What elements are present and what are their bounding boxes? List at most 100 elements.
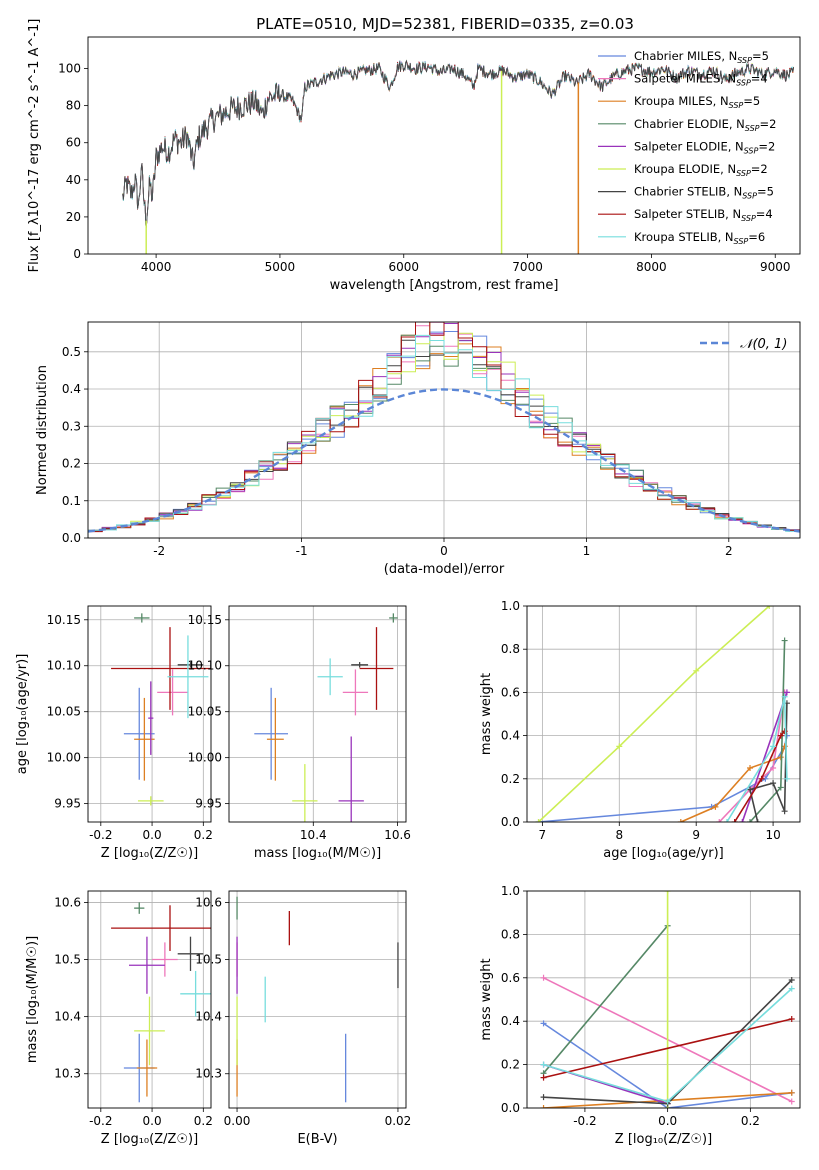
weight-marker (540, 1094, 547, 1101)
y-tick-label: 40 (66, 173, 81, 187)
plot-area (111, 613, 211, 806)
y-tick-label: 10.6 (195, 895, 222, 909)
y-tick-label: 0 (73, 247, 81, 261)
x-axis-label: Z [log₁₀(Z/Z☉)] (101, 1132, 198, 1147)
weight-line-1 (718, 692, 786, 822)
axes-frame (228, 890, 407, 1109)
errorbar-point-7 (359, 627, 394, 710)
y-tick-label: 0.5 (62, 345, 81, 359)
x-tick-label: 6000 (388, 260, 419, 274)
y-tick-label: 0.2 (62, 457, 81, 471)
weight-marker (540, 1020, 547, 1027)
axes-frame (87, 890, 212, 1109)
y-tick-label: 0.8 (501, 642, 520, 656)
y-tick-label: 0.6 (501, 685, 520, 699)
y-tick-label: 80 (66, 99, 81, 113)
weight-marker (783, 689, 790, 696)
axes-frame (87, 36, 801, 255)
x-tick-label: 10 (765, 828, 780, 842)
weight-marker (747, 819, 754, 822)
axes-frame (87, 605, 212, 823)
weight-line-5 (537, 606, 770, 822)
y-tick-label: 0.6 (501, 971, 520, 985)
weight-line-7 (543, 1018, 792, 1079)
plot-area (111, 902, 211, 1103)
weight-marker (770, 780, 777, 787)
errorbar-point-3 (134, 902, 145, 914)
x-tick-label: 1 (583, 544, 591, 558)
x-tick-label: -0.2 (573, 1114, 596, 1128)
weight-marker (616, 743, 623, 750)
y-tick-label: 20 (66, 210, 81, 224)
y-tick-label: 10.4 (54, 1010, 81, 1024)
x-tick-label: 0.0 (658, 1114, 677, 1128)
x-tick-label: 8000 (636, 260, 667, 274)
axes-spectrum: 4000 5000 6000 7000 8000 9000 0 20 40 60 80 100 wave… (27, 19, 801, 293)
x-tick-label: -0.2 (89, 828, 112, 842)
axes-weight_vs_Z: -0.2 0.0 0.2 0.0 0.2 0.4 0.6 0.8 1.0 Z [log₁₀(Z/Z… (479, 884, 801, 1147)
errorbar-point-6 (177, 936, 204, 971)
y-tick-label: 10.00 (188, 751, 222, 765)
y-tick-label: 0.1 (62, 494, 81, 508)
legend-label: Salpeter STELIB, NSSP=4 (634, 207, 773, 223)
legend-label: Chabrier ELODIE, NSSP=2 (634, 117, 776, 133)
weight-marker (788, 976, 795, 983)
y-axis-label: mass weight (479, 958, 494, 1040)
weight-marker (731, 819, 738, 822)
errorbar-point-2 (136, 1039, 158, 1097)
y-tick-label: 9.95 (54, 797, 81, 811)
errorbar-point-7 (111, 627, 211, 710)
plot-area (254, 613, 398, 822)
grid (229, 606, 406, 822)
errorbar-point-4 (338, 736, 364, 822)
x-tick-label: 7 (539, 828, 547, 842)
weight-marker (723, 819, 730, 822)
y-tick-label: 10.10 (188, 659, 222, 673)
errorbar-point-1 (342, 669, 369, 716)
y-axis-label: mass weight (479, 673, 494, 755)
axes-mass_vs_Z: -0.2 0.0 0.2 10.3 10.4 10.5 10.6 Z [log₁₀(Z/Z☉)… (25, 890, 213, 1147)
x-axis-label: Z [log₁₀(Z/Z☉)] (615, 1132, 712, 1147)
y-tick-label: 10.15 (47, 613, 81, 627)
y-tick-label: 0.0 (501, 815, 520, 829)
weight-line-7 (733, 730, 786, 822)
x-tick-label: 0.02 (385, 1114, 412, 1128)
errorbar-point-0 (123, 687, 155, 780)
grid (527, 890, 800, 1109)
axes-age_vs_mass: 10.4 10.6 9.95 10.00 10.05 10.10 10.15 mass [lo… (188, 605, 411, 861)
x-tick-label: 9 (692, 828, 700, 842)
errorbar-point-8 (180, 970, 211, 1017)
weight-marker (747, 765, 754, 771)
legend-label: Chabrier STELIB, NSSP=5 (634, 185, 774, 201)
y-tick-label: 0.4 (62, 382, 81, 396)
errorbar-point-7 (111, 905, 211, 951)
errorbar-point-4 (129, 936, 165, 994)
weight-marker (540, 1105, 547, 1108)
grid (88, 606, 211, 822)
x-axis-label: age [log₁₀(age/yr)] (603, 846, 724, 861)
errorbar-point-1 (152, 942, 178, 977)
y-axis-label: Normed distribution (35, 365, 50, 495)
hist-series-8 (88, 334, 800, 538)
weight-marker (781, 637, 788, 644)
y-axis-label: age [log₁₀(age/yr)] (15, 654, 30, 775)
y-tick-label: 9.95 (195, 797, 222, 811)
weight-marker (788, 1016, 795, 1023)
axes-age_vs_Z: -0.2 0.0 0.2 9.95 10.00 10.05 10.10 10.15 Z [log… (15, 605, 213, 861)
weight-line-3 (542, 925, 669, 1074)
axes-mass_vs_ebv: 0.00 0.02 10.3 10.4 10.5 10.6 E(B-V) (195, 890, 412, 1147)
weight-marker (747, 786, 754, 793)
y-tick-label: 1.0 (501, 884, 520, 898)
errorbar-point-6 (177, 662, 204, 668)
grid (527, 605, 800, 823)
x-axis-label: Z [log₁₀(Z/Z☉)] (101, 846, 198, 861)
legend-label: Salpeter MILES, NSSP=4 (634, 72, 768, 88)
weight-marker (677, 819, 684, 822)
y-axis-label: mass [log₁₀(M/M☉)] (25, 936, 40, 1063)
y-tick-label: 0.0 (501, 1101, 520, 1115)
axes-weight_vs_age: 7 8 9 10 0.0 0.2 0.4 0.6 0.8 1.0 age [log₁₀(age/yr… (479, 599, 801, 861)
x-axis-label: mass [log₁₀(M/M☉)] (254, 846, 381, 861)
y-tick-label: 0.3 (62, 419, 81, 433)
y-tick-label: 10.3 (54, 1067, 81, 1081)
